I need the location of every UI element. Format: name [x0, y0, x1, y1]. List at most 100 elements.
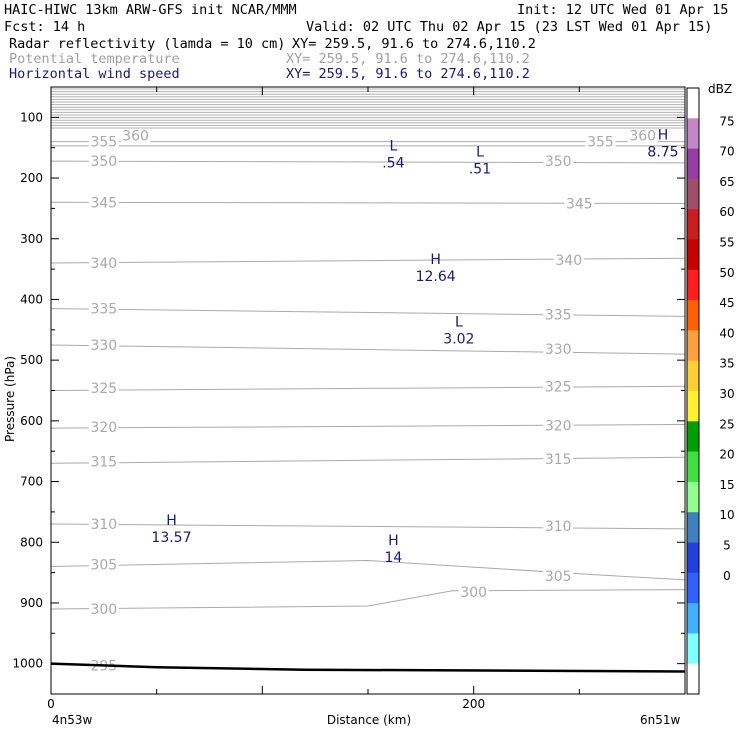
theta-label-bg — [543, 452, 574, 467]
wind-extremum-value: .54 — [382, 156, 404, 172]
theta-label-bg — [88, 517, 119, 532]
theta-label-355: 355 — [90, 135, 117, 151]
colorbar-level: 25 — [719, 417, 734, 431]
terrain-line — [50, 662, 686, 673]
theta-label-bg — [543, 418, 574, 433]
colorbar-swatch — [687, 603, 699, 634]
colorbar-swatch — [687, 148, 699, 180]
theta-label-320: 320 — [545, 419, 572, 435]
theta-label-bg — [543, 154, 574, 169]
y-tick-label: 700 — [20, 475, 43, 489]
theta-contour-310 — [50, 523, 686, 530]
colorbar-swatch — [687, 542, 699, 574]
x-tick-label: 200 — [462, 697, 485, 711]
colorbar-swatch — [687, 663, 699, 695]
theta-label-bg — [88, 557, 119, 572]
theta-label-bg — [585, 134, 616, 149]
theta-contour-305 — [50, 559, 686, 581]
theta-label-315: 315 — [545, 452, 572, 468]
theta-label-320: 320 — [90, 420, 117, 436]
theta-label-355: 355 — [587, 135, 614, 151]
colorbar-swatch — [687, 421, 699, 453]
theta-label-325: 325 — [90, 381, 117, 397]
theta-contour-350 — [50, 160, 686, 164]
colorbar-swatch — [687, 330, 699, 362]
colorbar-swatch — [687, 118, 699, 150]
wind-extremum-value: 3.02 — [443, 332, 474, 348]
theta-label-310: 310 — [545, 519, 572, 535]
y-tick-label: 900 — [20, 596, 43, 610]
field1-xy: XY= 259.5, 91.6 to 274.6,110.2 — [292, 36, 536, 52]
colorbar-swatch — [687, 451, 699, 483]
plot-frame — [50, 86, 686, 695]
theta-label-340: 340 — [555, 253, 582, 269]
theta-label-bg — [543, 342, 574, 357]
colorbar-swatch — [687, 633, 699, 665]
theta-label-345: 345 — [566, 197, 593, 213]
theta-label-315: 315 — [90, 455, 117, 471]
forecast-hour: Fcst: 14 h — [4, 19, 85, 35]
colorbar-level: 15 — [719, 478, 734, 492]
theta-label-350: 350 — [90, 154, 117, 170]
wind-extremum-low-marker: L — [476, 145, 484, 161]
theta-label-bg — [88, 381, 119, 396]
theta-label-bg — [88, 195, 119, 210]
colorbar-level: 10 — [719, 508, 734, 522]
field2-xy: XY= 259.5, 91.6 to 274.6,110.2 — [286, 51, 530, 67]
colorbar-level: 0 — [723, 569, 731, 583]
theta-contour-330 — [50, 344, 686, 355]
colorbar-level: 45 — [719, 296, 734, 310]
theta-label-bg — [88, 134, 119, 149]
colorbar-swatch — [687, 360, 699, 392]
colorbar-level: 5 — [723, 539, 731, 553]
theta-label-bg — [458, 585, 489, 600]
wind-extremum-high-marker: H — [166, 513, 177, 529]
colorbar-swatch — [687, 512, 699, 543]
wind-extremum-high-marker: H — [658, 128, 669, 144]
theta-label-360: 360 — [122, 129, 149, 145]
y-tick-label: 500 — [20, 353, 43, 367]
theta-label-bg — [543, 379, 574, 394]
plot-area: 360 360 355 355 350 350 345 345 340 340 335 335 330 3… — [12, 86, 686, 711]
wind-extremum-value: .51 — [469, 162, 491, 178]
x-left-location: 4n53w — [52, 713, 93, 727]
colorbar-level: 60 — [719, 205, 734, 219]
colorbar-level: 40 — [719, 326, 734, 340]
wind-extremum-value: 8.75 — [647, 145, 678, 161]
theta-label-360: 360 — [629, 129, 656, 145]
field2-name: Potential temperature — [9, 51, 180, 67]
theta-contour-315 — [50, 456, 686, 464]
colorbar-swatch — [687, 88, 699, 119]
theta-label-bg — [88, 337, 119, 352]
theta-label-305: 305 — [545, 569, 572, 585]
theta-label-300: 300 — [460, 585, 487, 601]
theta-label-325: 325 — [545, 379, 572, 395]
colorbar-level: 30 — [719, 387, 734, 401]
colorbar-level: 35 — [719, 357, 734, 371]
y-tick-label: 300 — [20, 232, 43, 246]
colorbar-unit: dBZ — [708, 82, 732, 96]
wind-extremum-high-marker: H — [430, 252, 441, 268]
theta-label-bg — [553, 252, 584, 267]
theta-label-bg — [543, 518, 574, 533]
theta-contour-320 — [50, 424, 686, 429]
colorbar-swatch — [687, 572, 699, 604]
colorbar-frame — [686, 87, 700, 695]
wind-extremum-value: 14 — [384, 550, 402, 566]
theta-label-bg — [543, 307, 574, 322]
theta-label-bg — [88, 602, 119, 617]
theta-label-335: 335 — [90, 302, 117, 318]
y-tick-label: 100 — [20, 110, 43, 124]
theta-contour-325 — [50, 385, 686, 391]
colorbar-swatch — [687, 239, 699, 271]
x-right-location: 6n51w — [640, 713, 681, 727]
theta-label-350: 350 — [545, 154, 572, 170]
y-tick-label: 600 — [20, 414, 43, 428]
colorbar-level: 50 — [719, 266, 734, 280]
y-tick-label: 400 — [20, 292, 43, 306]
theta-label-bg — [543, 569, 574, 584]
model-title: HAIC-HIWC 13km ARW-GFS init NCAR/MMM — [4, 2, 297, 18]
wind-extremum-value: 13.57 — [151, 530, 191, 546]
